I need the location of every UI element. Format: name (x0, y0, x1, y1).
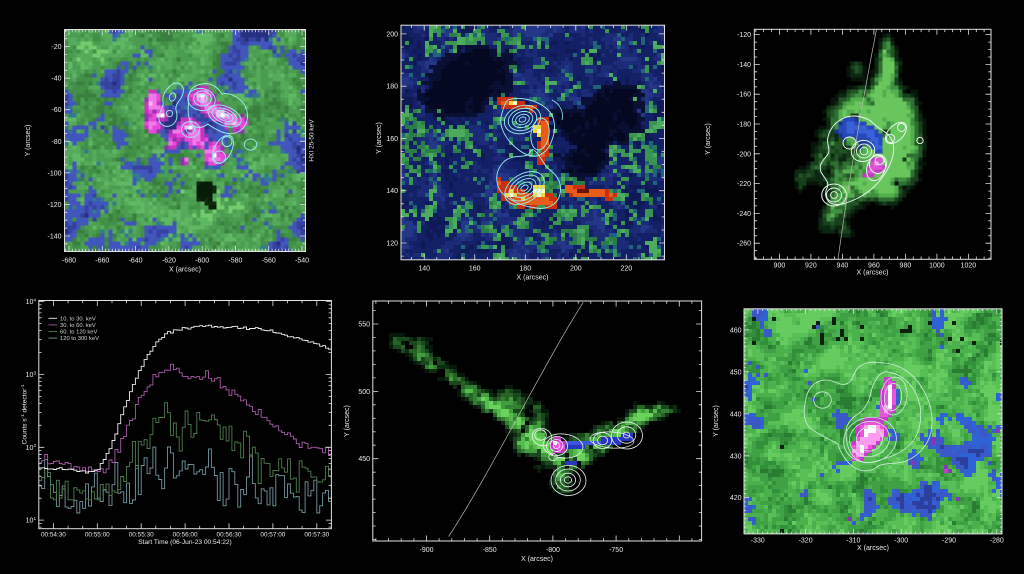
svg-text:Counts s-1 detector-1: Counts s-1 detector-1 (20, 384, 28, 444)
svg-text:-200: -200 (737, 151, 751, 158)
svg-text:-800: -800 (546, 547, 560, 554)
svg-text:1020: 1020 (961, 263, 977, 270)
svg-text:00:55:00: 00:55:00 (85, 532, 110, 539)
svg-text:-120: -120 (737, 32, 751, 39)
svg-text:-660: -660 (95, 258, 109, 265)
svg-text:103: 103 (26, 370, 37, 379)
svg-text:-620: -620 (162, 258, 176, 265)
svg-text:-80: -80 (51, 139, 61, 146)
svg-text:160: 160 (469, 266, 481, 273)
svg-text:00:57:30: 00:57:30 (304, 532, 329, 539)
svg-text:500: 500 (358, 389, 370, 396)
svg-text:-60: -60 (51, 107, 61, 114)
svg-text:-100: -100 (47, 170, 61, 177)
svg-text:420: 420 (730, 495, 742, 502)
svg-text:00:56:30: 00:56:30 (217, 532, 242, 539)
svg-text:440: 440 (730, 411, 742, 418)
svg-text:180: 180 (386, 84, 398, 91)
svg-text:430: 430 (730, 453, 742, 460)
svg-text:180: 180 (519, 266, 531, 273)
svg-text:1000: 1000 (929, 263, 945, 270)
svg-text:-180: -180 (737, 122, 751, 129)
svg-text:-310: -310 (846, 538, 860, 545)
svg-text:-160: -160 (737, 92, 751, 99)
svg-text:-640: -640 (129, 258, 143, 265)
svg-text:-220: -220 (737, 181, 751, 188)
svg-text:160: 160 (386, 136, 398, 143)
svg-text:-20: -20 (51, 44, 61, 51)
svg-text:00:57:00: 00:57:00 (260, 532, 285, 539)
svg-text:Y (arcsec): Y (arcsec) (344, 405, 351, 437)
svg-text:Y (arcsec): Y (arcsec) (376, 122, 383, 154)
svg-text:900: 900 (774, 263, 786, 270)
svg-text:-680: -680 (62, 258, 76, 265)
svg-text:-900: -900 (419, 547, 433, 554)
svg-text:-40: -40 (51, 76, 61, 83)
svg-text:-140: -140 (47, 234, 61, 241)
svg-text:550: 550 (358, 322, 370, 329)
svg-text:220: 220 (620, 266, 632, 273)
svg-text:-560: -560 (262, 258, 276, 265)
svg-text:120 to 300 keV: 120 to 300 keV (60, 336, 99, 342)
svg-text:140: 140 (386, 188, 398, 195)
svg-text:-300: -300 (894, 538, 908, 545)
svg-text:-290: -290 (942, 538, 956, 545)
svg-text:Y (arcsec): Y (arcsec) (25, 125, 32, 157)
svg-text:-140: -140 (737, 62, 751, 69)
svg-text:940: 940 (837, 263, 849, 270)
svg-text:450: 450 (358, 456, 370, 463)
svg-text:Y (arcsec): Y (arcsec) (705, 123, 712, 155)
svg-text:-240: -240 (737, 211, 751, 218)
svg-text:920: 920 (805, 263, 817, 270)
svg-text:-600: -600 (195, 258, 209, 265)
svg-text:460: 460 (730, 327, 742, 334)
svg-text:60. to 120 keV: 60. to 120 keV (60, 330, 98, 336)
svg-text:-850: -850 (483, 547, 497, 554)
svg-text:-750: -750 (609, 547, 623, 554)
svg-text:00:56:00: 00:56:00 (173, 532, 198, 539)
svg-text:X (arcsec): X (arcsec) (521, 556, 553, 563)
svg-text:-260: -260 (737, 241, 751, 248)
svg-text:HXI 25-50 keV: HXI 25-50 keV (309, 119, 316, 162)
svg-text:102: 102 (26, 443, 37, 452)
svg-text:00:54:30: 00:54:30 (41, 532, 66, 539)
svg-text:-330: -330 (751, 538, 765, 545)
svg-text:00:55:30: 00:55:30 (129, 532, 154, 539)
svg-text:104: 104 (26, 298, 37, 307)
svg-text:X (arcsec): X (arcsec) (517, 275, 549, 282)
svg-text:Y (arcsec): Y (arcsec) (713, 405, 720, 437)
svg-text:-280: -280 (990, 538, 1004, 545)
svg-text:-580: -580 (228, 258, 242, 265)
svg-text:200: 200 (386, 31, 398, 38)
svg-text:140: 140 (418, 266, 430, 273)
svg-text:X (arcsec): X (arcsec) (169, 267, 201, 274)
svg-text:200: 200 (570, 266, 582, 273)
svg-text:960: 960 (868, 263, 880, 270)
svg-text:101: 101 (26, 516, 37, 525)
svg-text:Start Time (06-Jun-23 00:54:22: Start Time (06-Jun-23 00:54:22) (138, 539, 231, 546)
svg-text:10. to 30. keV: 10. to 30. keV (60, 316, 96, 322)
svg-text:980: 980 (900, 263, 912, 270)
svg-text:-120: -120 (47, 202, 61, 209)
svg-text:30. to 60. keV: 30. to 60. keV (60, 323, 96, 329)
svg-text:-320: -320 (799, 538, 813, 545)
svg-text:450: 450 (730, 369, 742, 376)
svg-text:120: 120 (386, 241, 398, 248)
svg-text:X (arcsec): X (arcsec) (857, 270, 889, 277)
svg-text:X (arcsec): X (arcsec) (857, 545, 889, 552)
svg-text:-540: -540 (295, 258, 309, 265)
